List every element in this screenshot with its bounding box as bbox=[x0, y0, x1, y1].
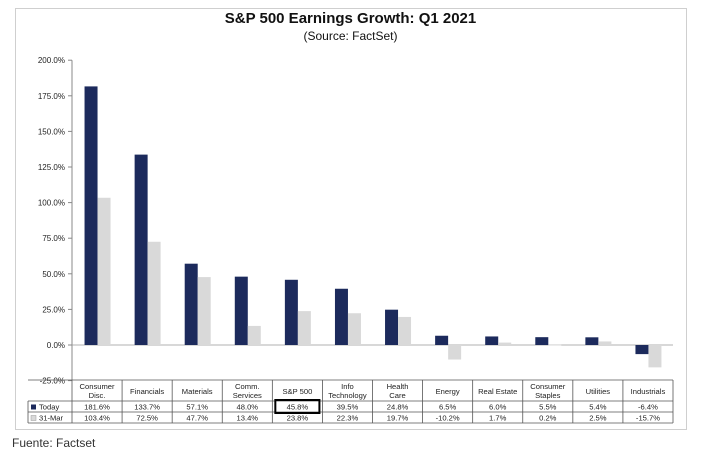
data-label-31-mar: 23.8% bbox=[287, 414, 309, 423]
data-label-31-mar: -15.7% bbox=[636, 414, 660, 423]
y-tick-label: 100.0% bbox=[38, 199, 65, 208]
x-category-label: Consumer bbox=[80, 382, 115, 391]
data-label-today: 6.5% bbox=[439, 403, 457, 412]
x-category-label: Financials bbox=[130, 387, 164, 396]
y-tick-label: 50.0% bbox=[42, 270, 65, 279]
bar-today bbox=[284, 279, 298, 345]
legend-label-31-mar: 31-Mar bbox=[39, 414, 64, 423]
bar-31-mar bbox=[598, 341, 612, 345]
bar-today bbox=[635, 345, 649, 355]
y-tick-label: 175.0% bbox=[38, 92, 65, 101]
y-tick-label: 0.0% bbox=[47, 341, 65, 350]
bar-31-mar bbox=[297, 311, 311, 345]
bar-today bbox=[435, 335, 449, 345]
bar-31-mar bbox=[648, 345, 662, 368]
data-label-today: 5.5% bbox=[539, 403, 557, 412]
y-tick-label: 75.0% bbox=[42, 234, 65, 243]
x-category-label: Services bbox=[233, 391, 262, 400]
footer-source: Fuente: Factset bbox=[12, 436, 96, 450]
data-label-31-mar: 72.5% bbox=[136, 414, 158, 423]
x-category-label: Info bbox=[341, 382, 354, 391]
bar-today bbox=[485, 336, 499, 345]
highlight-box bbox=[274, 399, 321, 414]
chart-title: S&P 500 Earnings Growth: Q1 2021 bbox=[224, 10, 477, 27]
x-category-label: Real Estate bbox=[478, 387, 517, 396]
x-category-label: S&P 500 bbox=[282, 387, 312, 396]
bar-today bbox=[84, 86, 98, 345]
data-label-today: 133.7% bbox=[134, 403, 160, 412]
chart-frame bbox=[15, 8, 687, 430]
bar-31-mar bbox=[548, 344, 562, 346]
chart-subtitle: (Source: FactSet) bbox=[303, 29, 398, 43]
data-label-31-mar: 22.3% bbox=[337, 414, 359, 423]
bar-31-mar bbox=[197, 277, 211, 345]
y-tick-label: 25.0% bbox=[42, 305, 65, 314]
bar-today bbox=[234, 276, 248, 345]
bar-31-mar bbox=[448, 345, 462, 360]
data-label-today: 39.5% bbox=[337, 403, 359, 412]
data-label-today: 45.8% bbox=[287, 403, 309, 412]
data-label-today: 5.4% bbox=[589, 403, 607, 412]
bar-31-mar bbox=[498, 342, 512, 345]
x-category-label: Consumer bbox=[530, 382, 565, 391]
data-label-31-mar: 13.4% bbox=[237, 414, 259, 423]
legend-label-today: Today bbox=[39, 403, 59, 412]
y-tick-label: 125.0% bbox=[38, 163, 65, 172]
y-tick-label: 200.0% bbox=[38, 56, 65, 65]
x-category-label: Disc. bbox=[89, 391, 106, 400]
bar-31-mar bbox=[247, 325, 261, 345]
bar-today bbox=[385, 309, 399, 345]
x-category-label: Utilities bbox=[586, 387, 611, 396]
data-label-31-mar: 1.7% bbox=[489, 414, 507, 423]
data-label-31-mar: 19.7% bbox=[387, 414, 409, 423]
data-label-31-mar: 47.7% bbox=[186, 414, 208, 423]
bar-today bbox=[334, 288, 348, 345]
legend-swatch-today bbox=[31, 404, 36, 410]
legend-swatch-31-mar bbox=[30, 415, 37, 421]
bar-31-mar bbox=[398, 316, 412, 345]
data-label-31-mar: 2.5% bbox=[589, 414, 607, 423]
data-label-today: -6.4% bbox=[638, 403, 658, 412]
data-label-today: 24.8% bbox=[387, 403, 409, 412]
x-category-label: Materials bbox=[182, 387, 213, 396]
bar-today bbox=[134, 154, 148, 345]
x-category-label: Industrials bbox=[631, 387, 666, 396]
data-label-31-mar: 103.4% bbox=[84, 414, 110, 423]
bar-today bbox=[585, 337, 599, 345]
x-category-label: Technology bbox=[328, 391, 367, 400]
data-label-today: 57.1% bbox=[186, 403, 208, 412]
x-category-label: Care bbox=[389, 391, 405, 400]
bar-31-mar bbox=[147, 241, 161, 345]
x-category-label: Comm. bbox=[235, 382, 259, 391]
data-label-31-mar: -10.2% bbox=[436, 414, 460, 423]
x-category-label: Staples bbox=[535, 391, 561, 400]
bar-31-mar bbox=[97, 197, 111, 345]
bar-today bbox=[535, 337, 549, 345]
data-label-today: 6.0% bbox=[489, 403, 507, 412]
bar-today bbox=[184, 263, 198, 345]
y-tick-label: -25.0% bbox=[40, 377, 65, 386]
x-category-label: Energy bbox=[436, 387, 460, 396]
data-label-today: 181.6% bbox=[84, 403, 110, 412]
bar-31-mar bbox=[347, 313, 361, 345]
data-label-31-mar: 0.2% bbox=[539, 414, 557, 423]
x-category-label: Health bbox=[387, 382, 409, 391]
y-tick-label: 150.0% bbox=[38, 127, 65, 136]
data-label-today: 48.0% bbox=[237, 403, 259, 412]
